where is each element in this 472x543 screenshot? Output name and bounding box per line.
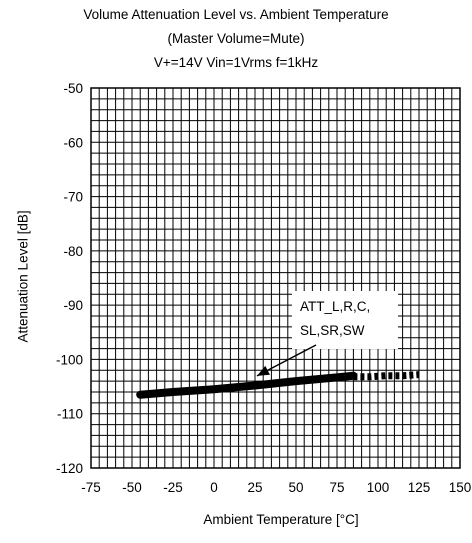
x-tick-label: 100 (367, 480, 390, 495)
x-axis-label: Ambient Temperature [°C] (203, 512, 359, 527)
annotation-label: SL,SR,SW (300, 323, 365, 338)
annotation-box (292, 291, 398, 349)
plot-frame (90, 87, 461, 469)
chart-subtitle-2: V+=14V Vin=1Vrms f=1kHz (153, 55, 319, 70)
x-tick-label: -25 (163, 480, 183, 495)
y-tick-label: -70 (63, 190, 83, 205)
y-tick-label: -60 (63, 135, 83, 150)
chart-title: Volume Attenuation Level vs. Ambient Tem… (83, 7, 389, 22)
x-tick-label: 75 (329, 480, 344, 495)
x-tick-label: 0 (210, 480, 218, 495)
x-tick-label: 150 (449, 480, 472, 495)
x-tick-label: -50 (122, 480, 142, 495)
y-tick-label: -80 (63, 244, 83, 259)
y-tick-label: -110 (57, 407, 83, 422)
y-tick-label: -90 (63, 298, 83, 313)
annotation-label: ATT_L,R,C, (300, 299, 370, 314)
x-tick-label: 25 (247, 480, 262, 495)
y-tick-label: -120 (56, 461, 83, 476)
chart-subtitle-1: (Master Volume=Mute) (167, 31, 305, 46)
y-tick-label: -50 (63, 81, 83, 96)
plot-area (91, 88, 460, 468)
y-tick-label: -100 (56, 352, 83, 367)
series-line-thick (136, 371, 358, 399)
annotation-arrowhead (257, 365, 270, 376)
x-tick-label: 125 (408, 480, 431, 495)
series-line-dashed (353, 371, 420, 381)
x-tick-label: 50 (288, 480, 303, 495)
x-tick-label: -75 (81, 480, 101, 495)
